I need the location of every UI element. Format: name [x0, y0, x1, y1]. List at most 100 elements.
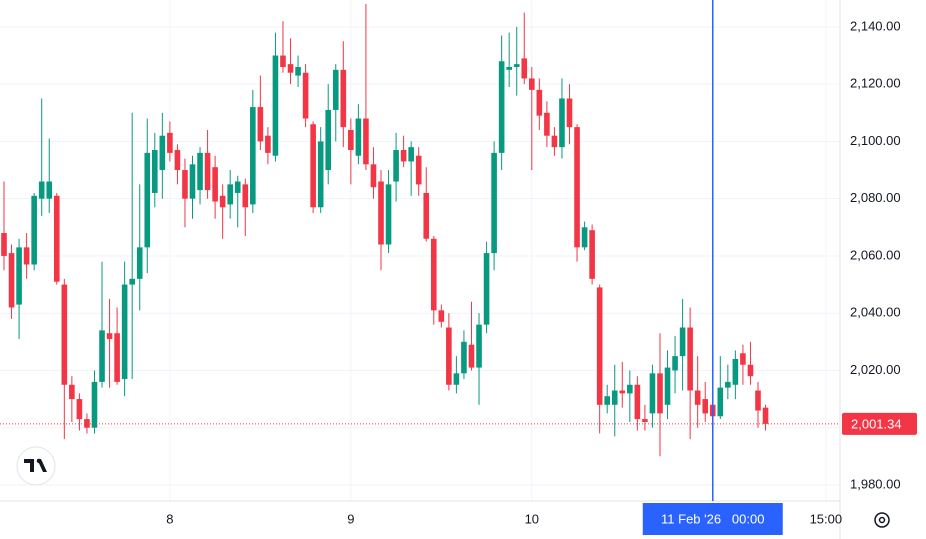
candle-body: [370, 164, 377, 188]
candle-body: [566, 98, 573, 128]
candle-body: [596, 287, 603, 405]
candle-body: [453, 373, 460, 385]
candle-body: [747, 364, 754, 377]
x-tick-label: 8: [166, 511, 173, 526]
candle-body: [23, 247, 30, 265]
y-tick-label: 2,140.00: [850, 18, 901, 33]
candle-body: [476, 324, 482, 368]
candle-body: [348, 129, 354, 151]
candle-body: [762, 407, 769, 424]
candle-body: [513, 64, 520, 67]
candle-body: [234, 181, 241, 193]
candle-body: [204, 152, 211, 191]
candle-body: [634, 384, 641, 420]
candle-body: [461, 341, 467, 374]
y-tick-label: 2,080.00: [850, 190, 901, 205]
candle-body: [694, 390, 701, 405]
candle-body: [8, 253, 15, 308]
candle-body: [167, 132, 173, 153]
candle-body: [242, 184, 249, 208]
candle-body: [725, 381, 731, 388]
candle-body: [400, 150, 407, 162]
candle-body: [197, 152, 203, 191]
candle-body: [174, 150, 181, 171]
candle-body: [378, 181, 384, 245]
candle-body: [393, 150, 399, 182]
candle-body: [182, 170, 188, 199]
candle-body: [272, 55, 279, 156]
candle-body: [152, 150, 158, 193]
candle-body: [627, 384, 633, 394]
candle-body: [84, 419, 90, 428]
candle-body: [69, 384, 75, 400]
candle-body: [687, 327, 693, 391]
candle-body: [551, 135, 558, 148]
logo-circle: [16, 446, 56, 486]
candle-body: [468, 344, 475, 368]
candle-body: [136, 247, 143, 279]
candle-body: [1, 233, 7, 256]
candle-body: [114, 333, 120, 382]
candle-body: [363, 118, 369, 165]
candle-body: [446, 327, 452, 385]
candle-body: [287, 64, 294, 73]
candle-body: [144, 152, 151, 248]
candle-body: [38, 181, 45, 199]
candle-body: [529, 78, 535, 90]
y-tick-label: 2,040.00: [850, 305, 901, 320]
crosshair-box: [642, 503, 783, 535]
candle-body: [280, 55, 286, 67]
candle-body: [581, 227, 588, 248]
settings-button[interactable]: [874, 512, 890, 528]
candle-body: [121, 284, 128, 380]
candle-body: [619, 390, 626, 394]
logo-dot: [36, 458, 42, 464]
candle-body: [415, 155, 422, 185]
y-tick-label: 1,980.00: [850, 476, 901, 491]
x-tick-label: 15:00: [810, 511, 843, 526]
x-tick-label: 10: [525, 511, 539, 526]
candle-body: [340, 69, 347, 128]
candle-body: [53, 195, 60, 282]
candle-body: [604, 396, 610, 405]
tradingview-logo: [16, 446, 56, 486]
candle-body: [99, 330, 105, 382]
candle-body: [438, 310, 445, 322]
candle-body: [46, 181, 53, 199]
candle-body: [250, 107, 256, 205]
candle-body: [536, 89, 543, 116]
candle-body: [491, 152, 497, 254]
candle-body: [430, 238, 437, 311]
candle-body: [317, 141, 324, 208]
candle-body: [717, 387, 724, 417]
candle-body: [755, 390, 761, 411]
candle-body: [574, 127, 580, 248]
candle-body: [212, 167, 218, 202]
candle-body: [506, 66, 512, 70]
candle-body: [219, 195, 226, 208]
candle-body: [657, 373, 663, 414]
candle-body: [310, 124, 316, 208]
candle-body: [355, 118, 362, 156]
last-price-label: 2,001.34: [851, 416, 902, 431]
candle-body: [302, 72, 309, 119]
y-tick-label: 2,060.00: [850, 247, 901, 262]
candle-body: [702, 399, 709, 414]
y-tick-label: 2,020.00: [850, 362, 901, 377]
settings-icon[interactable]: [874, 512, 890, 528]
candle-body: [325, 109, 332, 171]
candle-body: [498, 61, 505, 153]
candle-body: [332, 69, 339, 110]
candle-body: [642, 419, 648, 422]
candle-body: [589, 230, 595, 279]
candle-body: [189, 164, 196, 199]
candle-body: [483, 253, 490, 325]
candle-body: [227, 184, 233, 205]
candle-body: [664, 367, 671, 405]
settings-icon-center: [878, 516, 886, 524]
candle-body: [423, 192, 430, 239]
plot: [0, 4, 840, 457]
logo-mark: [24, 459, 47, 472]
candle-body: [732, 359, 739, 385]
